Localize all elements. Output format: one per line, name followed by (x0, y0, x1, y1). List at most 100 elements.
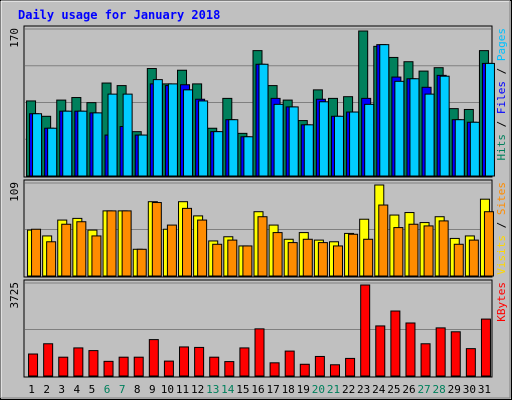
x-tick-label: 10 (161, 383, 174, 396)
bar-pages-day-9 (152, 79, 163, 177)
legend-pages: Pages (495, 28, 508, 61)
x-tick-label: 7 (119, 383, 126, 396)
bar-pages-day-22 (349, 111, 360, 177)
bar-pages-day-10 (167, 83, 178, 177)
bar-pages-day-14 (228, 119, 239, 177)
bar-sites-day-30 (468, 239, 479, 277)
bar-pages-day-17 (273, 103, 284, 177)
x-tick-label: 21 (327, 383, 340, 396)
x-tick-label: 2 (43, 383, 50, 396)
bar-sites-day-11 (182, 207, 193, 277)
bar-kbytes-day-27 (420, 343, 431, 377)
bar-pages-day-19 (303, 124, 314, 177)
x-tick-label: 28 (433, 383, 446, 396)
svg-text:Visits / Sites: Visits / Sites (495, 182, 508, 275)
bar-kbytes-day-12 (194, 346, 205, 377)
bar-sites-day-9 (151, 202, 162, 277)
bar-sites-day-16 (257, 216, 268, 277)
axis-max-label: 170 (8, 28, 21, 48)
bar-kbytes-day-13 (209, 356, 220, 377)
bar-sites-day-5 (91, 235, 102, 277)
bar-pages-day-4 (77, 110, 88, 177)
x-tick-label: 27 (417, 383, 430, 396)
x-tick-label: 15 (236, 383, 249, 396)
bar-pages-day-16 (258, 63, 269, 177)
bar-pages-day-6 (107, 93, 118, 177)
bar-kbytes-day-17 (269, 362, 280, 377)
bar-pages-day-5 (92, 112, 103, 177)
legend-hits: Hits (495, 134, 508, 161)
series-kbytes (28, 284, 491, 377)
bar-sites-day-4 (76, 221, 87, 277)
x-tick-label: 23 (357, 383, 370, 396)
x-tick-label: 31 (478, 383, 491, 396)
bar-kbytes-day-7 (118, 356, 129, 377)
bar-kbytes-day-21 (329, 364, 340, 377)
x-tick-label: 22 (342, 383, 355, 396)
bar-sites-day-17 (272, 232, 283, 277)
bar-pages-day-20 (318, 101, 329, 177)
x-tick-label: 4 (74, 383, 81, 396)
bar-kbytes-day-22 (345, 357, 356, 377)
x-tick-label: 30 (463, 383, 476, 396)
bar-kbytes-day-10 (163, 360, 174, 377)
bar-kbytes-day-30 (465, 348, 476, 377)
bar-kbytes-day-18 (284, 350, 295, 377)
bar-sites-day-8 (136, 248, 147, 277)
bar-kbytes-day-2 (43, 343, 54, 377)
bar-sites-day-18 (287, 242, 298, 277)
bar-kbytes-day-8 (133, 356, 144, 377)
bar-sites-day-24 (378, 204, 389, 277)
x-tick-label: 17 (266, 383, 279, 396)
bar-kbytes-day-26 (405, 322, 416, 377)
legend-sites: Sites (495, 182, 508, 215)
panel-visits-sites: 109 Visits / Sites (8, 179, 508, 278)
bar-pages-day-28 (439, 75, 450, 177)
x-tick-label: 19 (297, 383, 310, 396)
bar-sites-day-7 (121, 210, 132, 277)
x-tick-label: 1 (28, 383, 35, 396)
bar-sites-day-25 (393, 227, 404, 277)
bar-pages-day-13 (213, 131, 224, 177)
bar-pages-day-31 (484, 62, 495, 177)
bar-pages-day-3 (62, 110, 73, 177)
bar-pages-day-7 (122, 93, 133, 177)
x-tick-label: 5 (89, 383, 96, 396)
bar-sites-day-13 (212, 243, 223, 277)
bar-kbytes-day-31 (480, 318, 491, 377)
bar-kbytes-day-19 (299, 363, 310, 377)
panel-legend: Visits / Sites (495, 182, 508, 275)
bar-sites-day-6 (106, 210, 117, 277)
bar-sites-day-27 (423, 225, 434, 277)
bar-sites-day-22 (348, 233, 359, 277)
bar-pages-day-12 (198, 100, 209, 177)
bar-pages-day-29 (454, 119, 465, 177)
svg-text:KBytes: KBytes (495, 282, 508, 322)
bar-pages-day-18 (288, 106, 299, 177)
x-tick-label: 13 (206, 383, 219, 396)
x-tick-label: 12 (191, 383, 204, 396)
bar-sites-day-10 (166, 224, 177, 277)
bar-kbytes-day-29 (450, 331, 461, 377)
x-tick-label: 29 (448, 383, 461, 396)
x-tick-label: 9 (149, 383, 156, 396)
x-tick-label: 16 (251, 383, 264, 396)
x-tick-label: 14 (221, 383, 235, 396)
bar-kbytes-day-28 (435, 327, 446, 377)
series-pages (32, 44, 495, 177)
bar-pages-day-27 (424, 93, 435, 177)
bar-kbytes-day-11 (179, 346, 190, 377)
bar-sites-day-28 (438, 220, 449, 277)
x-tick-label: 6 (104, 383, 111, 396)
bar-sites-day-31 (483, 211, 494, 277)
panel-legend: KBytes (495, 282, 508, 322)
x-tick-label: 26 (402, 383, 415, 396)
legend-files: Files (495, 81, 508, 114)
bar-kbytes-day-23 (360, 284, 371, 377)
bar-pages-day-25 (394, 80, 405, 177)
bar-sites-day-14 (227, 239, 238, 277)
bar-sites-day-2 (46, 241, 57, 277)
svg-text:Hits / Files / Pages: Hits / Files / Pages (495, 28, 508, 161)
bar-kbytes-day-20 (314, 355, 325, 377)
